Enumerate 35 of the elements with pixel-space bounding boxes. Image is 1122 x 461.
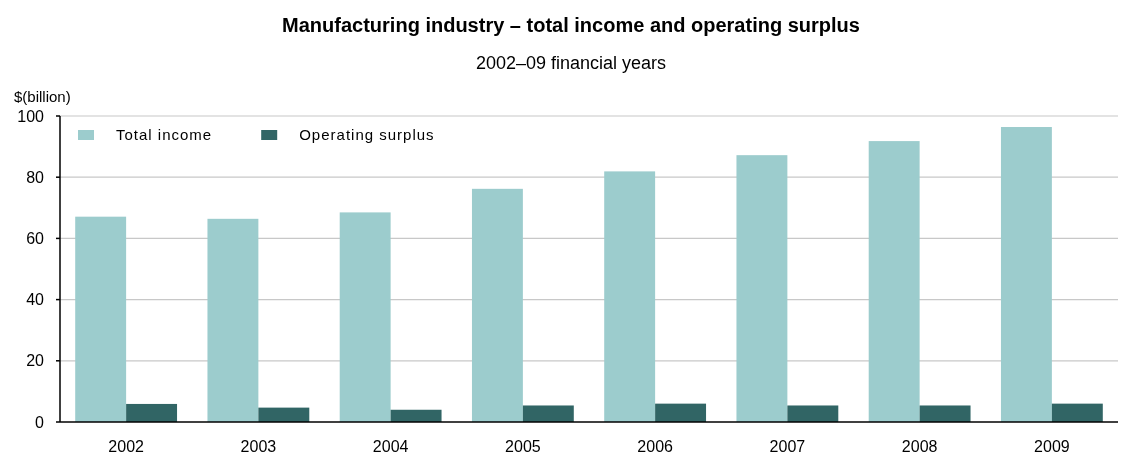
- bar: [1000, 127, 1052, 422]
- chart-subtitle: 2002–09 financial years: [475, 53, 667, 73]
- y-axis-title: $(billion): [14, 88, 71, 105]
- bar: [471, 188, 523, 422]
- y-tick-label: 60: [26, 230, 45, 247]
- bar: [126, 403, 178, 422]
- bar: [339, 212, 391, 422]
- x-tick-label: 2002: [108, 438, 145, 455]
- x-tick-label: 2005: [505, 438, 541, 455]
- y-tick-label: 80: [26, 168, 45, 186]
- legend-label: Operating surplus: [299, 126, 435, 144]
- legend-label: Total income: [116, 126, 213, 144]
- bar: [1051, 403, 1103, 422]
- bar: [207, 218, 259, 422]
- x-tick-label: 2003: [240, 438, 277, 455]
- y-tick-label: 100: [17, 107, 45, 125]
- x-tick-label: 2006: [637, 438, 674, 455]
- bar: [919, 405, 971, 422]
- bar: [868, 141, 920, 422]
- x-tick-label: 2004: [372, 438, 409, 455]
- y-tick-label: 0: [35, 413, 45, 431]
- bar: [522, 405, 574, 422]
- x-tick-label: 2007: [769, 438, 806, 455]
- bar: [604, 171, 656, 422]
- x-tick-label: 2008: [901, 438, 938, 455]
- bar: [75, 216, 127, 422]
- bar: [736, 155, 788, 422]
- y-tick-label: 40: [26, 291, 45, 309]
- chart-title: Manufacturing industry – total income and operating surplus: [282, 14, 860, 36]
- y-tick-label: 20: [26, 352, 45, 370]
- x-tick-label: 2009: [1034, 438, 1070, 455]
- bar: [787, 405, 839, 422]
- bar: [655, 403, 707, 422]
- bar: [390, 409, 442, 422]
- bar: [258, 407, 310, 422]
